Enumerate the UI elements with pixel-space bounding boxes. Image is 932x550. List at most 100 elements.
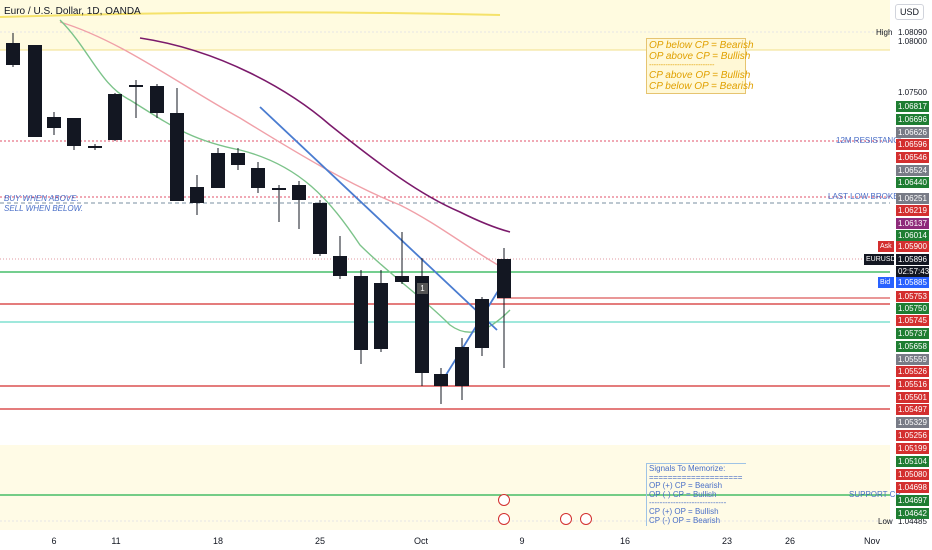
candle-body: [150, 86, 164, 113]
price-level-box: 1.06137: [896, 218, 929, 229]
support-cp-label: SUPPORT CP: [849, 490, 901, 499]
price-level-box: 1.05497: [896, 404, 929, 415]
x-tick: 6: [51, 536, 57, 546]
x-tick: 26: [784, 536, 796, 546]
note-line: CP above OP = Bullish: [649, 70, 751, 81]
ma-pink-line: [59, 21, 511, 273]
price-level-box: 1.05896: [896, 254, 929, 265]
price-level-box: 1.05329: [896, 417, 929, 428]
price-level-box: 1.06626: [896, 127, 929, 138]
x-tick: 18: [212, 536, 224, 546]
candle-body: [108, 94, 122, 140]
candle-group: [6, 33, 511, 404]
note-line: OP below CP = Bearish: [649, 40, 754, 51]
low-label: Low: [878, 517, 893, 526]
candle-body: [455, 347, 469, 386]
x-tick: Nov: [863, 536, 881, 546]
price-level-box: 1.06817: [896, 101, 929, 112]
candle-body: [129, 85, 143, 87]
price-level-box: 1.05501: [896, 392, 929, 403]
bid-label: Bid: [878, 277, 894, 288]
note-line: CP (-) OP = Bearish: [649, 515, 721, 525]
candle-body: [497, 259, 511, 298]
candle-body: [475, 299, 489, 348]
price-level-box: 1.05104: [896, 456, 929, 467]
price-level-box: 1.06546: [896, 152, 929, 163]
lower-yellow-band: [0, 445, 890, 530]
note-line: OP (-) CP = Bullish: [649, 489, 717, 499]
price-level-box: 1.04642: [896, 508, 929, 519]
candle-body: [415, 276, 429, 373]
sell-when-below-label: SELL WHEN BELOW.: [4, 204, 84, 213]
currency-selector[interactable]: USD: [894, 4, 924, 20]
note-signals[interactable]: Signals To Memorize: ===================…: [646, 463, 746, 527]
price-level-box: 1.04698: [896, 482, 929, 493]
yellow-arc-line: [0, 11, 501, 18]
price-level-box: 1.05526: [896, 366, 929, 377]
note-line: CP below OP = Bearish: [649, 81, 754, 92]
price-level-box: 1.06219: [896, 205, 929, 216]
candle-body: [28, 45, 42, 137]
note-line: OP above CP = Bullish: [649, 51, 751, 62]
us-flag-icon[interactable]: [580, 513, 592, 525]
price-level-box: 1.05658: [896, 341, 929, 352]
price-level-box: 1.06696: [896, 114, 929, 125]
price-level-box: 1.05199: [896, 443, 929, 454]
us-flag-icon[interactable]: [498, 513, 510, 525]
price-level-box: 1.06440: [896, 177, 929, 188]
price-level-box: 1.06596: [896, 139, 929, 150]
price-tick: 1.08000: [898, 37, 927, 46]
x-tick: 25: [314, 536, 326, 546]
price-level-box: 1.05750: [896, 303, 929, 314]
candle-body: [272, 188, 286, 190]
note-line: CP (+) OP = Bullish: [649, 506, 719, 516]
trend-line-up: [440, 282, 504, 384]
candle-body: [292, 185, 306, 200]
price-level-box: 1.05745: [896, 315, 929, 326]
trend-line-down: [259, 106, 498, 331]
candle-body: [67, 118, 81, 146]
price-level-box: 1.06251: [896, 193, 929, 204]
candle-body: [374, 283, 388, 349]
resistance-label: 12M RESISTANCE: [836, 136, 905, 145]
note-op-cp-rules[interactable]: OP below CP = Bearish OP above CP = Bull…: [646, 38, 754, 94]
price-level-box: 1.05559: [896, 354, 929, 365]
price-level-box: 1.06014: [896, 230, 929, 241]
price-level-box: 1.06524: [896, 165, 929, 176]
us-flag-icon[interactable]: [560, 513, 572, 525]
candle-body: [6, 43, 20, 65]
symbol-title[interactable]: Euro / U.S. Dollar, 1D, OANDA: [4, 6, 141, 17]
candle-body: [354, 276, 368, 350]
high-value: 1.08090: [898, 28, 927, 37]
candle-body: [211, 153, 225, 188]
high-label: High: [876, 28, 893, 37]
price-level-box: 1.05753: [896, 291, 929, 302]
candle-marker[interactable]: 1: [417, 283, 428, 294]
x-tick: 16: [619, 536, 631, 546]
x-tick: 9: [519, 536, 525, 546]
last-low-broken-label: LAST LOW BROKEN: [828, 192, 905, 201]
price-tick: 1.07500: [898, 88, 927, 97]
note-line: Signals To Memorize:: [649, 464, 726, 473]
price-level-box: 1.05737: [896, 328, 929, 339]
price-level-box: 1.05900: [896, 241, 929, 252]
candle-body: [434, 374, 448, 386]
candle-body: [313, 203, 327, 254]
candle-body: [251, 168, 265, 188]
price-level-box: 1.05080: [896, 469, 929, 480]
x-tick: Oct: [413, 536, 429, 546]
x-tick: 11: [111, 536, 121, 546]
price-level-box: 02:57:43: [896, 266, 930, 277]
price-level-box: 1.04697: [896, 495, 929, 506]
note-line: ----------------------------: [649, 62, 715, 69]
event-lightning-icon[interactable]: [498, 494, 510, 506]
candle-body: [231, 153, 245, 165]
ma-green-line: [59, 19, 511, 333]
buy-when-above-label: BUY WHEN ABOVE.: [4, 194, 79, 203]
price-level-box: 1.05885: [896, 277, 929, 288]
candle-body: [190, 187, 204, 203]
candle-body: [395, 276, 409, 282]
price-level-box: 1.05516: [896, 379, 929, 390]
ask-label: Ask: [878, 241, 894, 252]
